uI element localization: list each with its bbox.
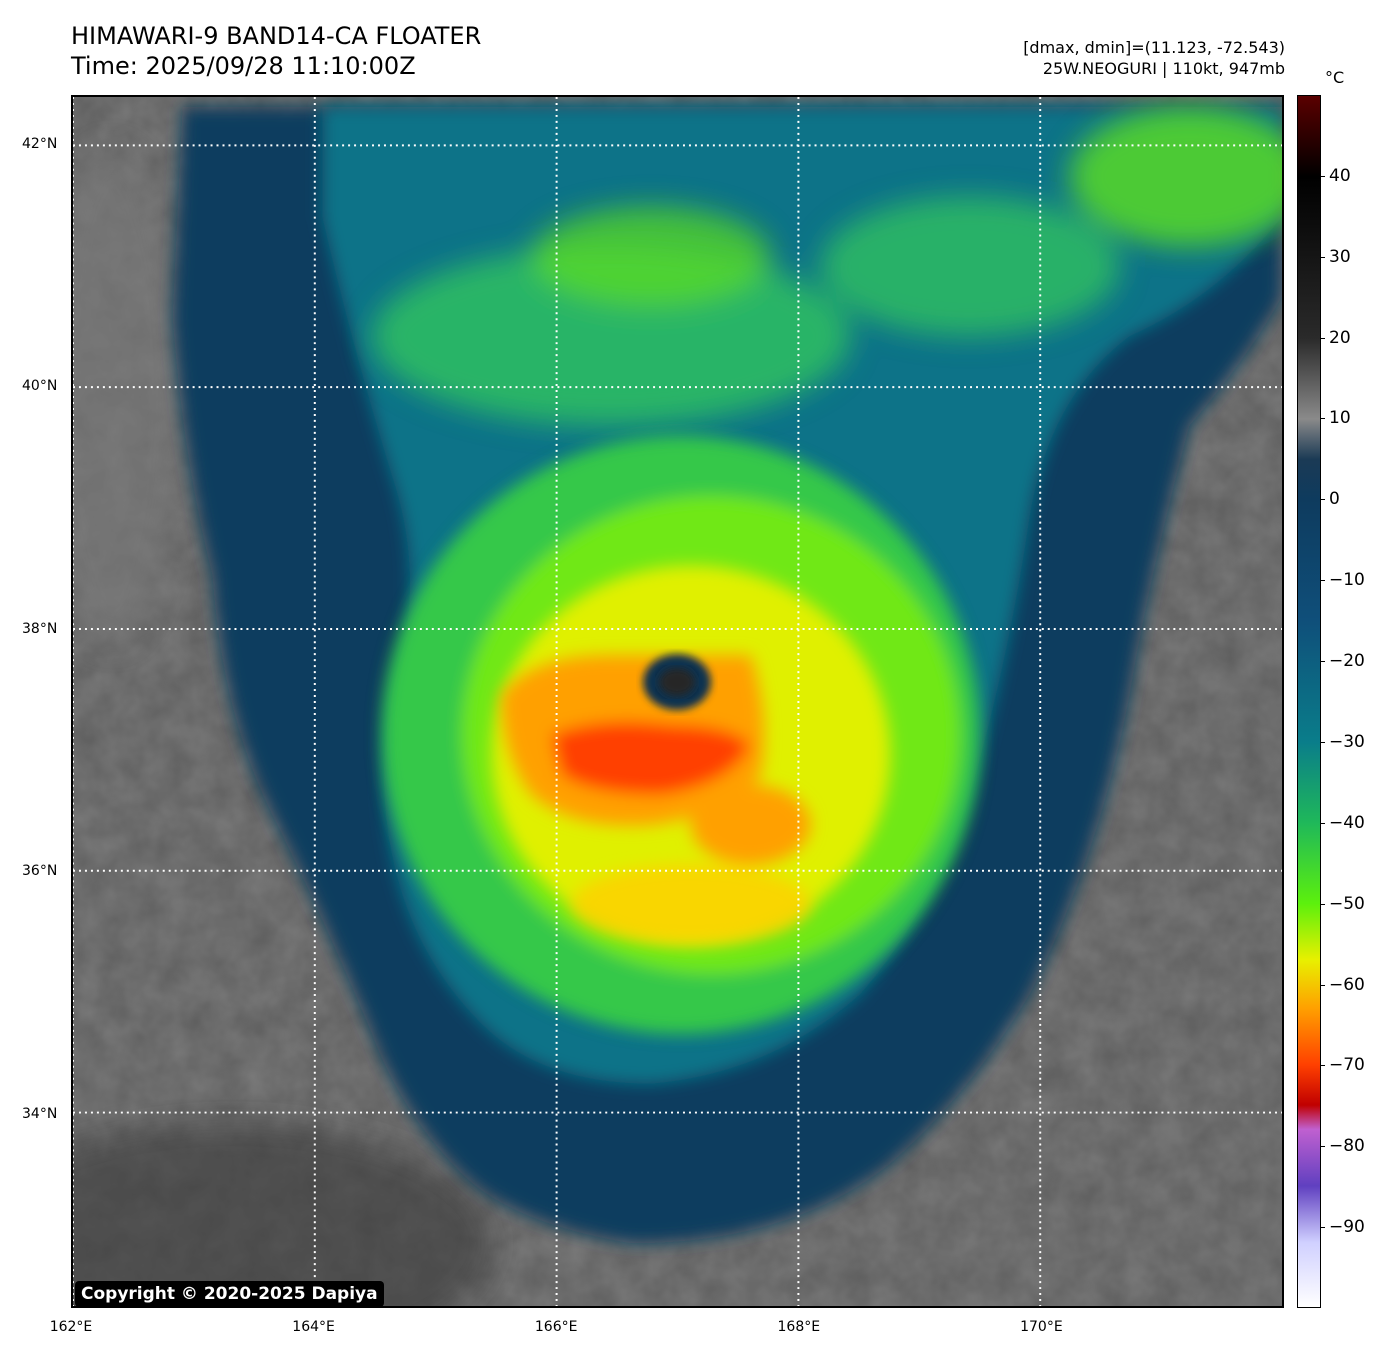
colorbar-tick [1321, 661, 1325, 663]
bright-region-west [73, 146, 183, 646]
hurricane-eye [643, 654, 711, 710]
longitude-label: 166°E [534, 1319, 578, 1335]
colorbar-tick-label: −10 [1329, 570, 1365, 591]
colorbar-tick [1321, 984, 1325, 986]
colorbar-tick [1321, 499, 1325, 501]
colorbar-tick-label: −40 [1329, 812, 1365, 833]
satellite-map: Copyright © 2020-2025 Dapiya [71, 95, 1284, 1308]
colorbar-tick [1321, 337, 1325, 339]
colorbar-tick-label: −90 [1329, 1217, 1365, 1238]
colorbar-tick-label: −60 [1329, 974, 1365, 995]
satellite-imagery [73, 97, 1282, 1306]
colorbar-tick-label: −80 [1329, 1136, 1365, 1157]
colorbar [1297, 95, 1321, 1308]
colorbar-tick [1321, 418, 1325, 420]
colorbar-tick-label: 0 [1329, 489, 1340, 510]
colorbar-tick [1321, 175, 1325, 177]
colorbar-tick-label: −50 [1329, 893, 1365, 914]
colorbar-tick [1321, 741, 1325, 743]
colorbar-tick [1321, 1065, 1325, 1067]
graticule [73, 97, 1282, 1306]
colorbar-tick [1321, 1227, 1325, 1229]
colorbar-tick-label: 30 [1329, 246, 1351, 267]
colorbar-gradient [1298, 96, 1320, 1307]
longitude-label: 164°E [292, 1319, 335, 1335]
colorbar-tick-label: 10 [1329, 408, 1351, 429]
longitude-label: 162°E [49, 1319, 93, 1335]
colorbar-tick-label: −20 [1329, 651, 1365, 672]
colorbar-tick [1321, 580, 1325, 582]
colorbar-tick-label: 20 [1329, 327, 1351, 348]
longitude-label: 170°E [1020, 1319, 1063, 1335]
latitude-label: 34°N [22, 1105, 58, 1122]
copyright-label: Copyright © 2020-2025 Dapiya [75, 1281, 384, 1306]
colorbar-unit: °C [1325, 68, 1345, 87]
latitude-label: 42°N [22, 135, 58, 152]
dark-ocean-region [73, 1123, 492, 1306]
colorbar-tick-label: −70 [1329, 1055, 1365, 1076]
map-title: HIMAWARI-9 BAND14-CA FLOATER [71, 22, 482, 50]
latitude-label: 40°N [22, 378, 58, 395]
latitude-label: 38°N [22, 620, 58, 637]
colorbar-tick-label: 40 [1329, 165, 1351, 186]
colorbar-tick-label: −30 [1329, 731, 1365, 752]
dmax-dmin-readout: [dmax, dmin]=(11.123, -72.543) [1023, 38, 1285, 57]
latitude-label: 36°N [22, 863, 58, 880]
longitude-label: 168°E [777, 1319, 821, 1335]
storm-info: 25W.NEOGURI | 110kt, 947mb [1042, 59, 1285, 78]
colorbar-tick [1321, 256, 1325, 258]
northern-green-cirrus [372, 106, 1282, 426]
colorbar-tick [1321, 903, 1325, 905]
map-timestamp: Time: 2025/09/28 11:10:00Z [71, 52, 416, 80]
colorbar-tick [1321, 822, 1325, 824]
colorbar-tick [1321, 1146, 1325, 1148]
